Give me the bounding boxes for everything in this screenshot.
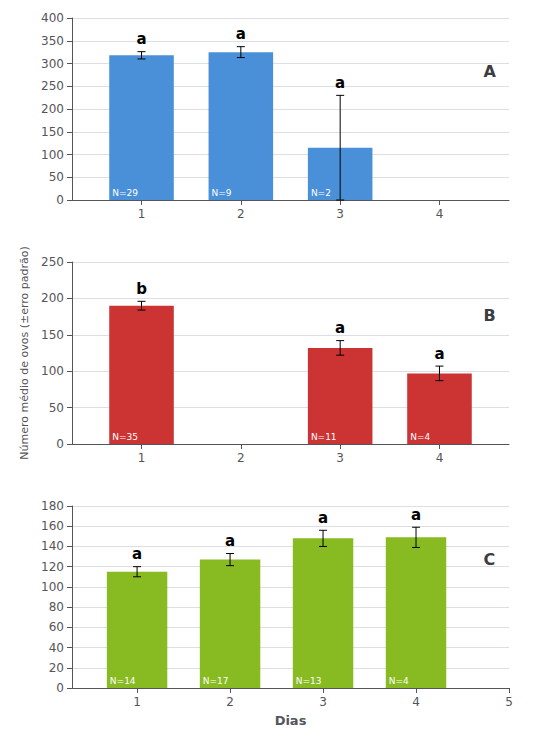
svg-text:a: a (335, 74, 345, 92)
svg-text:250: 250 (41, 255, 64, 269)
svg-text:N=4: N=4 (410, 432, 430, 442)
svg-text:1: 1 (138, 451, 146, 465)
svg-text:100: 100 (41, 364, 64, 378)
svg-text:2: 2 (237, 451, 245, 465)
svg-text:N=14: N=14 (110, 676, 136, 686)
svg-text:300: 300 (41, 57, 64, 71)
svg-text:50: 50 (49, 401, 64, 415)
svg-text:140: 140 (41, 539, 64, 553)
svg-text:200: 200 (41, 291, 64, 305)
svg-text:N=17: N=17 (203, 676, 229, 686)
svg-text:a: a (411, 506, 421, 524)
svg-text:a: a (136, 30, 146, 48)
svg-text:40: 40 (49, 641, 64, 655)
svg-text:a: a (225, 532, 235, 550)
svg-text:N=29: N=29 (112, 188, 138, 198)
svg-text:A: A (483, 62, 496, 81)
svg-text:4: 4 (436, 207, 444, 221)
svg-text:250: 250 (41, 79, 64, 93)
svg-text:0: 0 (56, 681, 64, 695)
svg-text:50: 50 (49, 170, 64, 184)
svg-text:2: 2 (226, 695, 234, 709)
svg-text:N=2: N=2 (311, 188, 331, 198)
svg-text:1: 1 (138, 207, 146, 221)
svg-text:2: 2 (237, 207, 245, 221)
svg-text:150: 150 (41, 328, 64, 342)
svg-text:60: 60 (49, 620, 64, 634)
svg-text:N=9: N=9 (212, 188, 232, 198)
svg-text:350: 350 (41, 34, 64, 48)
svg-text:3: 3 (336, 207, 344, 221)
svg-text:N=13: N=13 (296, 676, 322, 686)
svg-text:a: a (335, 319, 345, 337)
svg-text:80: 80 (49, 600, 64, 614)
svg-text:a: a (434, 345, 444, 363)
svg-text:160: 160 (41, 519, 64, 533)
svg-text:N=4: N=4 (389, 676, 409, 686)
svg-text:N=11: N=11 (311, 432, 337, 442)
svg-text:a: a (132, 545, 142, 563)
svg-text:200: 200 (41, 102, 64, 116)
svg-text:1: 1 (133, 695, 141, 709)
svg-text:4: 4 (436, 451, 444, 465)
svg-text:Dias: Dias (275, 713, 307, 728)
svg-text:a: a (318, 509, 328, 527)
svg-text:3: 3 (336, 451, 344, 465)
svg-text:0: 0 (56, 193, 64, 207)
svg-text:b: b (136, 280, 147, 298)
svg-text:400: 400 (41, 11, 64, 25)
svg-text:3: 3 (319, 695, 327, 709)
svg-text:Número médio de ovos (±erro pa: Número médio de ovos (±erro padrão) (18, 246, 31, 460)
svg-text:5: 5 (505, 695, 513, 709)
svg-text:0: 0 (56, 437, 64, 451)
svg-text:100: 100 (41, 148, 64, 162)
svg-text:150: 150 (41, 125, 64, 139)
svg-text:100: 100 (41, 580, 64, 594)
svg-text:a: a (236, 25, 246, 43)
svg-text:20: 20 (49, 661, 64, 675)
svg-text:120: 120 (41, 560, 64, 574)
svg-text:180: 180 (41, 499, 64, 513)
svg-text:N=35: N=35 (112, 432, 138, 442)
svg-text:C: C (483, 550, 495, 569)
svg-text:B: B (483, 306, 495, 325)
svg-text:4: 4 (412, 695, 420, 709)
